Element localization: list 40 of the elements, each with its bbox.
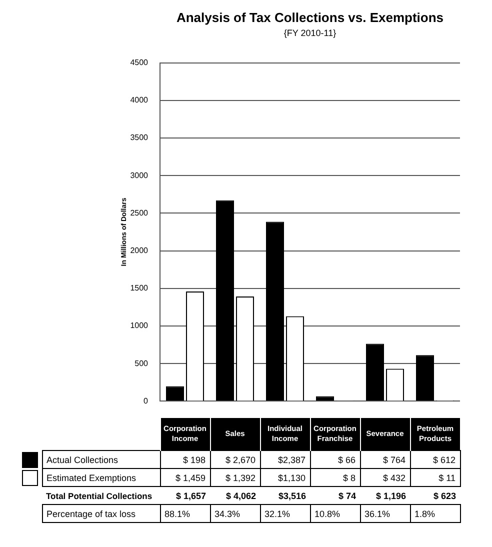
chart-title: Analysis of Tax Collections vs. Exemptions — [175, 10, 445, 25]
text: 10.8% — [310, 504, 360, 522]
data-label: $1,130 — [260, 468, 310, 486]
text: $ 1,657 — [174, 490, 207, 502]
text: $ 623 — [432, 490, 457, 502]
y-tick-label: 2000 — [130, 246, 149, 256]
text: $ 74 — [337, 490, 357, 502]
text: $3,516 — [277, 490, 307, 502]
text: 32.1% — [260, 504, 310, 522]
y-tick-label: 0 — [144, 396, 149, 406]
y-tick-label: 1500 — [130, 284, 149, 293]
data-label: $ 432 — [360, 468, 410, 486]
y-tick-label: 1000 — [130, 321, 149, 330]
data-label: $ 612 — [410, 450, 460, 468]
y-tick-label: 4500 — [130, 58, 149, 68]
data-label: $ 764 — [360, 450, 410, 468]
y-tick-label: 2500 — [130, 208, 149, 218]
y-tick-label: 3500 — [130, 133, 149, 142]
text: Percentage of tax loss — [42, 504, 160, 522]
text: 88.1% — [160, 504, 210, 522]
text: 36.1% — [360, 504, 410, 522]
data-label: $ 1,392 — [210, 468, 260, 486]
chart-subtitle: {FY 2010-11} — [282, 28, 338, 38]
data-label: $ 8 — [310, 468, 360, 486]
data-label: $ 198 — [160, 450, 210, 468]
y-tick-label: 4000 — [130, 96, 149, 105]
text: $ 4,062 — [224, 490, 257, 502]
legend-label: Estimated Exemptions — [42, 468, 160, 486]
data-label: $ 66 — [310, 450, 360, 468]
data-label: $ 2,670 — [210, 450, 260, 468]
text: $ 1,196 — [374, 490, 407, 502]
y-tick-label: 500 — [134, 358, 149, 368]
text: 1.8% — [410, 504, 460, 522]
data-label: $2,387 — [260, 450, 310, 468]
data-label: $ 11 — [410, 468, 460, 486]
y-tick-label: 3000 — [130, 170, 149, 180]
legend-label: Actual Collections — [42, 450, 160, 468]
data-label: $ 1,459 — [160, 468, 210, 486]
text: 34.3% — [210, 504, 260, 522]
text: Total Potential Collections — [45, 490, 154, 502]
